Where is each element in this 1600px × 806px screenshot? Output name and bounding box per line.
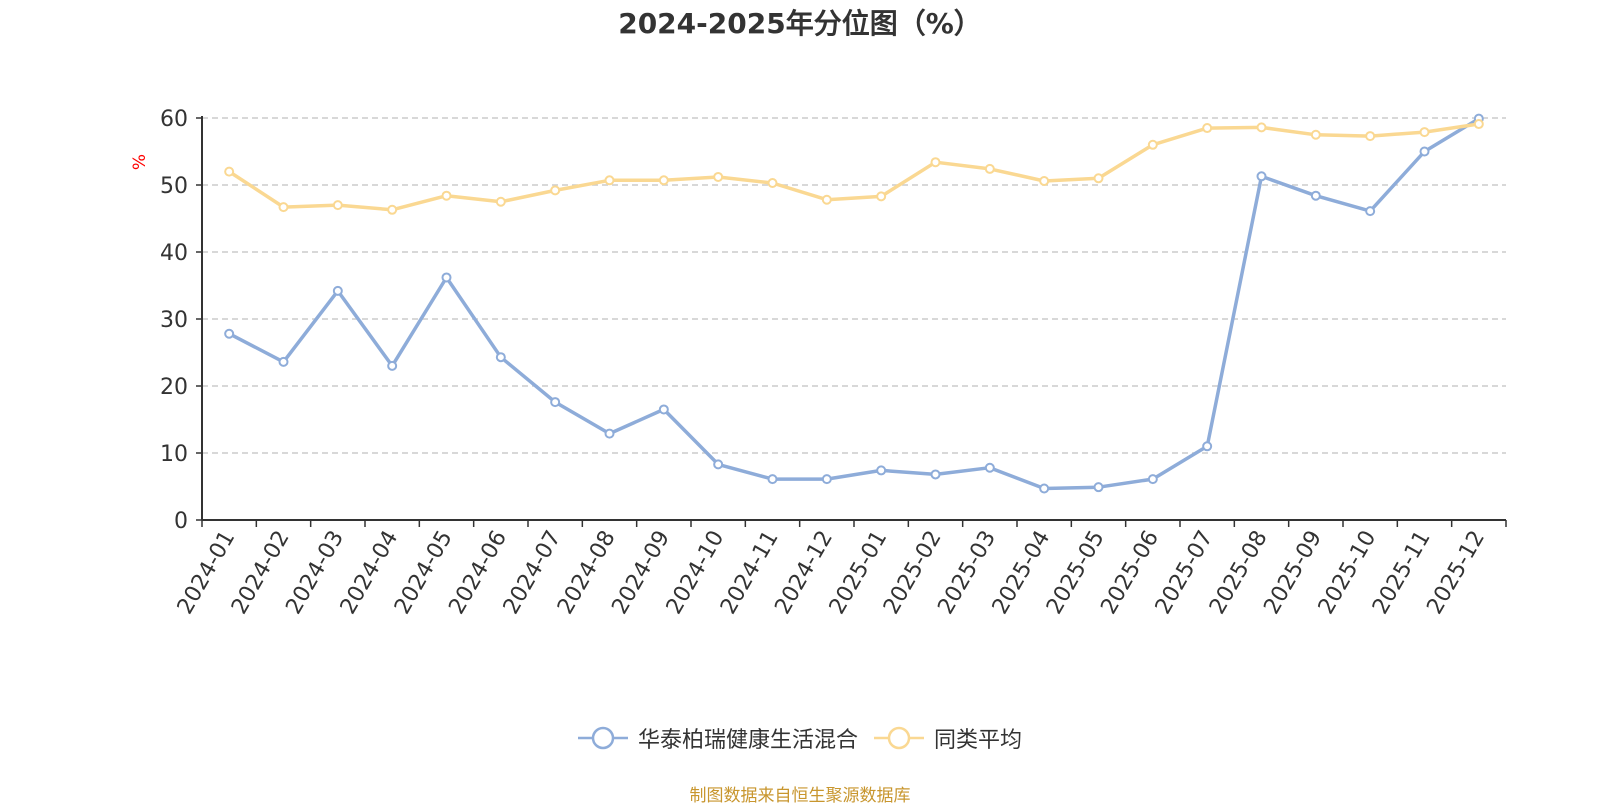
legend-label-fund: 华泰柏瑞健康生活混合 <box>637 728 858 753</box>
data-point <box>1039 483 1050 494</box>
data-point <box>495 352 506 363</box>
data-point <box>1202 441 1213 452</box>
series-line-0 <box>228 117 1480 491</box>
data-point <box>821 194 832 205</box>
data-point <box>930 469 941 480</box>
data-point <box>658 404 669 415</box>
data-point <box>713 459 724 470</box>
y-tick-label: 20 <box>160 375 188 400</box>
data-point <box>1256 122 1267 133</box>
chart-title: 2024-2025年分位图（%） <box>618 7 982 40</box>
data-point <box>1039 175 1050 186</box>
data-point <box>387 204 398 215</box>
series-lines <box>224 113 1484 494</box>
data-point <box>767 177 778 188</box>
data-point <box>550 397 561 408</box>
axes: 01020304050602024-012024-022024-032024-0… <box>160 107 1507 619</box>
data-point <box>767 474 778 485</box>
data-point <box>821 474 832 485</box>
data-point <box>441 190 452 201</box>
data-point <box>713 171 724 182</box>
data-point <box>1310 129 1321 140</box>
data-point <box>278 202 289 213</box>
data-point <box>604 175 615 186</box>
data-point <box>441 272 452 283</box>
data-point <box>1147 474 1158 485</box>
data-point <box>332 200 343 211</box>
data-point <box>1365 131 1376 142</box>
data-point <box>604 428 615 439</box>
y-tick-label: 50 <box>160 174 188 199</box>
legend-label-average: 同类平均 <box>934 728 1023 753</box>
legend-item-fund[interactable]: 华泰柏瑞健康生活混合 <box>577 722 858 754</box>
data-point <box>224 328 235 339</box>
data-point <box>332 285 343 296</box>
data-point <box>1147 139 1158 150</box>
legend: 华泰柏瑞健康生活混合 同类平均 <box>0 722 1600 754</box>
y-tick-label: 30 <box>160 308 188 333</box>
y-tick-label: 60 <box>160 107 188 132</box>
data-point <box>1419 127 1430 138</box>
data-point <box>495 196 506 207</box>
series-line-1 <box>228 122 1480 212</box>
data-point <box>658 175 669 186</box>
y-tick-label: 40 <box>160 241 188 266</box>
data-source-note: 制图数据来自恒生聚源数据库 <box>689 786 911 806</box>
data-point <box>984 163 995 174</box>
data-point <box>550 185 561 196</box>
grid-lines <box>202 117 1506 454</box>
y-tick-label: 10 <box>160 442 188 467</box>
data-point <box>1093 173 1104 184</box>
data-point <box>984 462 995 473</box>
data-point <box>876 191 887 202</box>
data-point <box>1365 206 1376 217</box>
data-point <box>1419 146 1430 157</box>
data-point <box>224 166 235 177</box>
legend-item-average[interactable]: 同类平均 <box>874 722 1022 754</box>
y-axis-label: % <box>130 154 150 170</box>
legend-marker-average <box>874 726 924 750</box>
data-point <box>876 465 887 476</box>
data-point <box>387 360 398 371</box>
data-point <box>1093 482 1104 493</box>
data-point <box>930 157 941 168</box>
data-point <box>1473 119 1484 130</box>
data-point <box>1310 190 1321 201</box>
y-tick-label: 0 <box>174 509 188 534</box>
legend-marker-fund <box>577 726 628 750</box>
data-point <box>278 356 289 367</box>
data-point <box>1256 171 1267 182</box>
data-point <box>1202 123 1213 134</box>
